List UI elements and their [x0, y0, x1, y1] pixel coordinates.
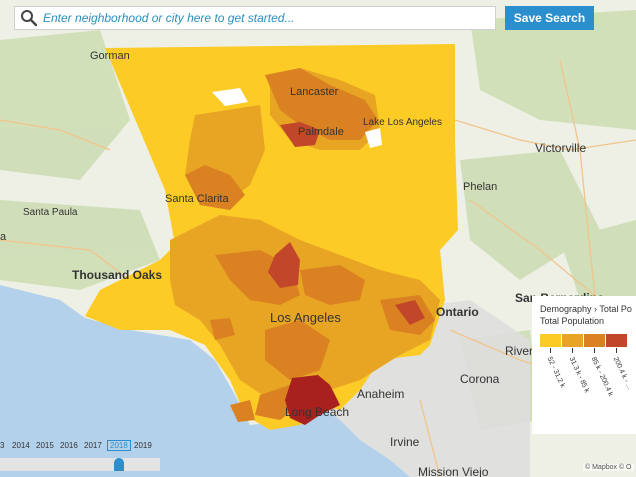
legend-breadcrumb[interactable]: Demography › Total Po — [540, 304, 632, 314]
year-option[interactable]: 2014 — [12, 441, 30, 450]
year-option[interactable]: 2017 — [84, 441, 102, 450]
legend-swatch — [540, 334, 561, 347]
label-gorman: Gorman — [90, 50, 130, 62]
label-lancaster: Lancaster — [290, 86, 339, 98]
label-mission-viejo: Mission Viejo — [418, 465, 489, 477]
year-option[interactable]: 3 — [0, 441, 5, 450]
legend-bin-label: 52 - 31.2 k — [545, 356, 566, 389]
ocean — [0, 285, 410, 477]
year-option-selected[interactable]: 2018 — [107, 440, 131, 451]
label-santa-paula: Santa Paula — [23, 207, 78, 218]
legend-tick — [616, 348, 617, 353]
legend-swatches — [540, 334, 628, 347]
map-attribution[interactable]: © Mapbox © O — [583, 464, 634, 471]
search-bar — [14, 6, 496, 30]
legend-bin-label: 31.3 k - 85 k — [567, 356, 591, 394]
label-victorville: Victorville — [535, 141, 586, 155]
timeline-handle[interactable] — [114, 458, 124, 471]
legend-panel: Demography › Total Po Total Population 5… — [532, 296, 636, 434]
legend-swatch — [584, 334, 605, 347]
label-edge: a — [0, 231, 7, 243]
legend-swatch — [562, 334, 583, 347]
year-timeline: 3 2014 2015 2016 2017 2018 2019 — [0, 438, 160, 477]
label-anaheim: Anaheim — [357, 387, 404, 401]
legend-bin-label: 85 k - 200.4 k — [589, 356, 614, 398]
save-search-button[interactable]: Save Search — [505, 6, 594, 30]
label-ontario: Ontario — [436, 305, 479, 319]
legend-tick — [550, 348, 551, 353]
county-choropleth[interactable] — [85, 44, 458, 430]
label-corona: Corona — [460, 372, 500, 386]
label-thousand-oaks: Thousand Oaks — [72, 268, 162, 282]
year-option[interactable]: 2016 — [60, 441, 78, 450]
legend-tick — [594, 348, 595, 353]
label-los-angeles: Los Angeles — [270, 310, 341, 325]
label-lake-los-angeles: Lake Los Angeles — [363, 117, 442, 128]
legend-swatch — [606, 334, 627, 347]
year-option[interactable]: 2019 — [134, 441, 152, 450]
legend-bin-label: 200.4 k - ... — [611, 356, 633, 391]
label-palmdale: Palmdale — [298, 126, 344, 138]
timeline-track[interactable] — [0, 458, 160, 471]
label-irvine: Irvine — [390, 435, 420, 449]
search-icon — [21, 10, 38, 27]
search-input[interactable] — [39, 7, 495, 29]
year-option[interactable]: 2015 — [36, 441, 54, 450]
label-phelan: Phelan — [463, 181, 497, 193]
legend-title: Total Population — [540, 316, 605, 326]
legend-tick — [572, 348, 573, 353]
label-long-beach: Long Beach — [285, 405, 349, 419]
label-santa-clarita: Santa Clarita — [165, 193, 229, 205]
